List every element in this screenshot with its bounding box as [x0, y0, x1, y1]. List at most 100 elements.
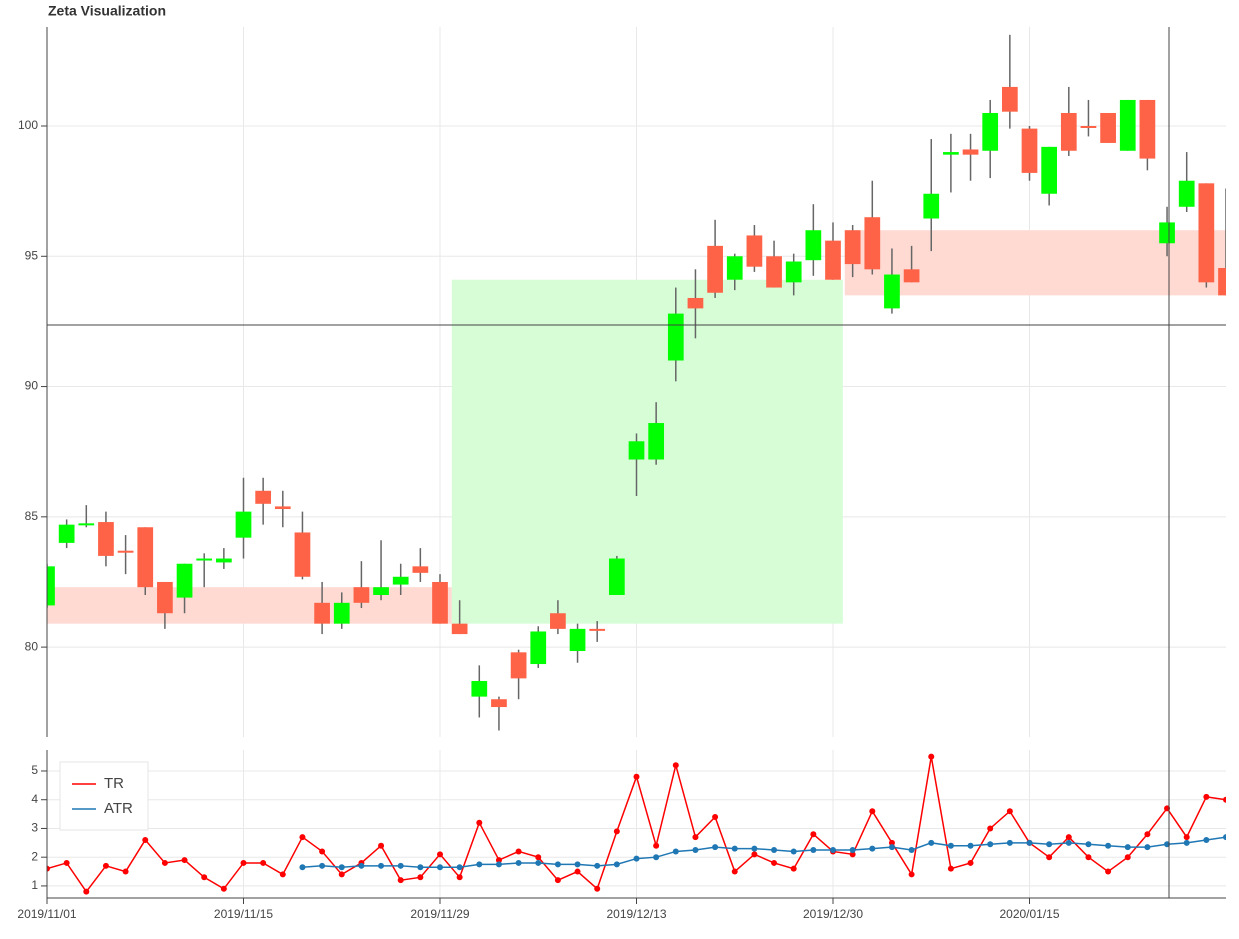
point: [574, 868, 581, 875]
point: [1006, 808, 1013, 815]
point: [1223, 834, 1226, 841]
candle-body: [589, 628, 606, 631]
point: [731, 845, 738, 852]
candle-body: [746, 235, 763, 267]
candle-body: [353, 587, 370, 603]
x-tick-label: 2019/11/01: [17, 907, 76, 921]
point: [279, 871, 286, 878]
point: [790, 865, 797, 872]
y-tick-label: 85: [25, 509, 39, 523]
candle-body: [491, 699, 507, 708]
candle-body: [47, 566, 55, 606]
point: [1183, 834, 1190, 841]
candle-body: [1198, 183, 1215, 283]
point: [397, 877, 404, 884]
y-tick-label: 90: [25, 379, 39, 393]
point: [220, 885, 227, 892]
point: [515, 859, 522, 866]
point: [554, 877, 561, 884]
candle-body: [1139, 99, 1156, 159]
legend-box: [59, 761, 149, 831]
y-tick-label: 5: [31, 763, 38, 777]
point: [712, 844, 719, 851]
legend-label: TR: [104, 775, 124, 792]
x-tick-label: 2019/12/13: [606, 907, 666, 921]
candle-body: [648, 423, 665, 460]
point: [1183, 839, 1190, 846]
point: [1124, 844, 1131, 851]
candle-body: [1159, 222, 1175, 244]
candle-body: [628, 441, 645, 460]
point: [456, 864, 463, 871]
y-tick-label: 4: [31, 792, 38, 806]
point: [495, 861, 502, 868]
point: [535, 859, 542, 866]
candle-body: [550, 613, 566, 629]
chart-title: Zeta Visualization: [48, 3, 166, 19]
point: [1065, 839, 1072, 846]
point: [299, 834, 306, 841]
main-plot: [47, 27, 1226, 737]
point: [928, 839, 935, 846]
x-tick-label: 2019/11/29: [410, 907, 469, 921]
candle-body: [314, 602, 330, 624]
candle-body: [1041, 146, 1058, 194]
point: [771, 847, 778, 854]
candle-body: [903, 269, 920, 283]
point: [633, 773, 640, 780]
point: [476, 861, 483, 868]
candle-body: [1080, 126, 1097, 129]
candle-body: [962, 149, 979, 155]
candle-body: [982, 112, 999, 151]
sub-plot: [47, 750, 1226, 898]
point: [849, 847, 856, 854]
candle-body: [1218, 268, 1226, 296]
candle-body: [844, 230, 861, 265]
point: [692, 834, 699, 841]
point: [908, 847, 915, 854]
candle-body: [569, 628, 586, 652]
candle-body: [608, 558, 625, 595]
point: [554, 861, 561, 868]
point: [240, 859, 247, 866]
candle-body: [471, 680, 488, 697]
candle-body: [235, 511, 252, 538]
candle-body: [1060, 112, 1077, 151]
candle-body: [785, 261, 802, 283]
point: [751, 845, 758, 852]
point: [869, 808, 876, 815]
candle-body: [78, 523, 95, 526]
candle-body: [864, 217, 881, 270]
point: [378, 842, 385, 849]
point: [417, 874, 424, 881]
candle-body: [274, 506, 291, 510]
x-tick-label: 2019/12/30: [803, 907, 863, 921]
point: [1105, 868, 1112, 875]
candle-body: [667, 313, 684, 361]
point: [908, 871, 915, 878]
point: [692, 847, 699, 854]
point: [181, 857, 188, 864]
candle-body: [333, 602, 350, 624]
point: [810, 831, 817, 838]
point: [1085, 854, 1092, 861]
point: [299, 864, 306, 871]
point: [495, 857, 502, 864]
point: [535, 854, 542, 861]
point: [1203, 836, 1210, 843]
point: [633, 855, 640, 862]
point: [888, 844, 895, 851]
x-tick-label: 2020/01/15: [999, 907, 1059, 921]
point: [122, 868, 129, 875]
point: [594, 885, 601, 892]
legend-label: ATR: [104, 800, 133, 817]
candle-body: [176, 563, 193, 598]
point: [319, 862, 326, 869]
point: [653, 842, 660, 849]
axes: 80 85 90 95 100 1 2 3 4 5 2019/11/01 2019/11/15 2019…: [17, 27, 1226, 921]
point: [515, 848, 522, 855]
point: [1065, 834, 1072, 841]
candle-body: [1021, 128, 1038, 173]
y-tick-label: 2: [31, 849, 38, 863]
